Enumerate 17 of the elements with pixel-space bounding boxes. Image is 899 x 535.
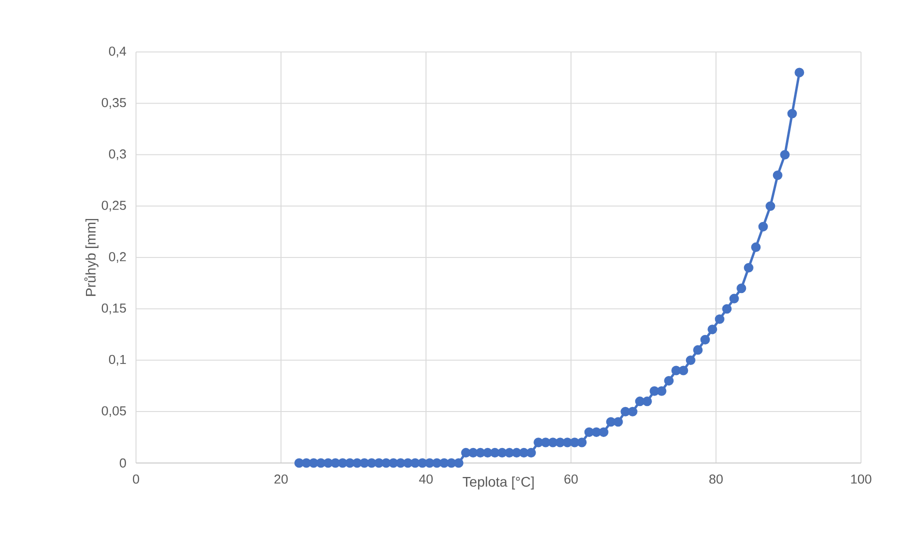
x-tick-label: 0 (132, 474, 140, 484)
y-tick-label: 0,2 (108, 252, 126, 263)
y-tick-label: 0 (120, 458, 126, 468)
y-tick-label: 0,4 (108, 46, 126, 58)
y-axis-title: Průhyb [mm] (84, 218, 98, 296)
x-tick-label: 80 (709, 474, 723, 484)
y-tick-label: 0,1 (108, 354, 126, 366)
x-tick-label: 60 (564, 474, 578, 484)
y-tick-label: 0,3 (108, 149, 126, 160)
y-tick-label: 0,25 (102, 200, 126, 212)
y-tick-label: 0,05 (102, 406, 126, 417)
x-axis-title: Teplota [°C] (462, 476, 534, 490)
x-tick-label: 100 (851, 474, 872, 484)
x-tick-label: 40 (419, 474, 433, 484)
x-tick-label: 20 (274, 474, 288, 484)
y-tick-label: 0,35 (102, 98, 126, 109)
y-tick-label: 0,15 (102, 304, 126, 314)
